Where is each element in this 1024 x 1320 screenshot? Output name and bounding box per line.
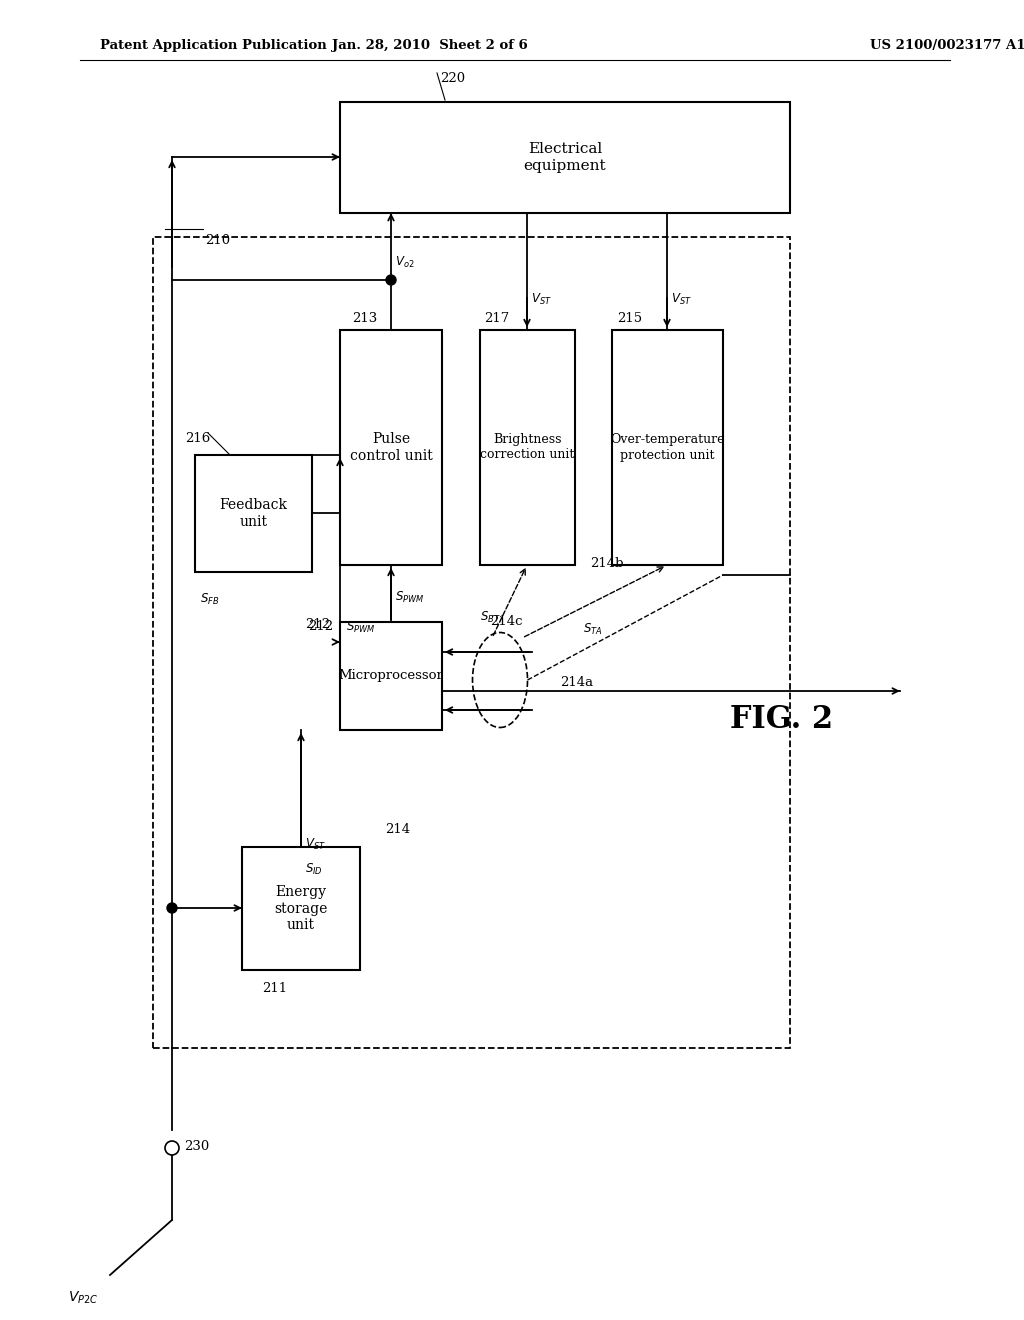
Text: 213: 213 <box>352 312 377 325</box>
Bar <box>195 455 312 572</box>
Text: 215: 215 <box>617 312 642 325</box>
Text: $S_{TA}$: $S_{TA}$ <box>583 622 602 638</box>
Text: 210: 210 <box>205 234 230 247</box>
Circle shape <box>386 275 396 285</box>
Text: Electrical
equipment: Electrical equipment <box>523 143 606 173</box>
Bar <box>340 622 442 730</box>
Text: Patent Application Publication: Patent Application Publication <box>100 38 327 51</box>
Bar <box>153 238 790 1048</box>
Text: 214: 214 <box>385 822 411 836</box>
Text: 212: 212 <box>305 618 330 631</box>
Text: $S_{BT}$: $S_{BT}$ <box>480 610 501 626</box>
Text: 211: 211 <box>262 982 287 995</box>
Bar <box>340 330 442 565</box>
Text: Brightness
correction unit: Brightness correction unit <box>480 433 574 462</box>
Text: $S_{PWM}$: $S_{PWM}$ <box>346 620 376 635</box>
Text: 214a: 214a <box>560 676 593 689</box>
Circle shape <box>165 1140 179 1155</box>
Text: 212: 212 <box>308 620 333 634</box>
Text: 214b: 214b <box>590 557 624 570</box>
Text: 230: 230 <box>184 1140 209 1152</box>
Text: $V_{ST}$: $V_{ST}$ <box>305 837 326 853</box>
Text: Energy
storage
unit: Energy storage unit <box>274 886 328 932</box>
Text: Over-temperature
protection unit: Over-temperature protection unit <box>610 433 725 462</box>
Text: US 2100/0023177 A1: US 2100/0023177 A1 <box>870 38 1024 51</box>
Text: 217: 217 <box>484 312 509 325</box>
Text: $S_{PWM}$: $S_{PWM}$ <box>395 590 424 605</box>
Circle shape <box>167 903 177 913</box>
Bar <box>480 330 575 565</box>
Bar <box>340 102 790 213</box>
Text: Jan. 28, 2010  Sheet 2 of 6: Jan. 28, 2010 Sheet 2 of 6 <box>332 38 528 51</box>
Text: 216: 216 <box>185 432 210 445</box>
Text: $V_{ST}$: $V_{ST}$ <box>671 292 692 308</box>
Text: $V_{o2}$: $V_{o2}$ <box>395 255 415 271</box>
Text: Microprocessor: Microprocessor <box>339 669 443 682</box>
Text: $V_{ST}$: $V_{ST}$ <box>531 292 552 308</box>
Text: 214c: 214c <box>490 615 522 628</box>
Text: Feedback
unit: Feedback unit <box>219 499 288 528</box>
Text: 220: 220 <box>440 73 465 84</box>
Text: $V_{P2C}$: $V_{P2C}$ <box>68 1290 98 1307</box>
Text: $S_{FB}$: $S_{FB}$ <box>200 591 219 607</box>
Text: FIG. 2: FIG. 2 <box>730 705 834 735</box>
Text: Pulse
control unit: Pulse control unit <box>349 433 432 462</box>
Text: $S_{ID}$: $S_{ID}$ <box>305 862 323 876</box>
Bar <box>242 847 360 970</box>
Bar <box>612 330 723 565</box>
